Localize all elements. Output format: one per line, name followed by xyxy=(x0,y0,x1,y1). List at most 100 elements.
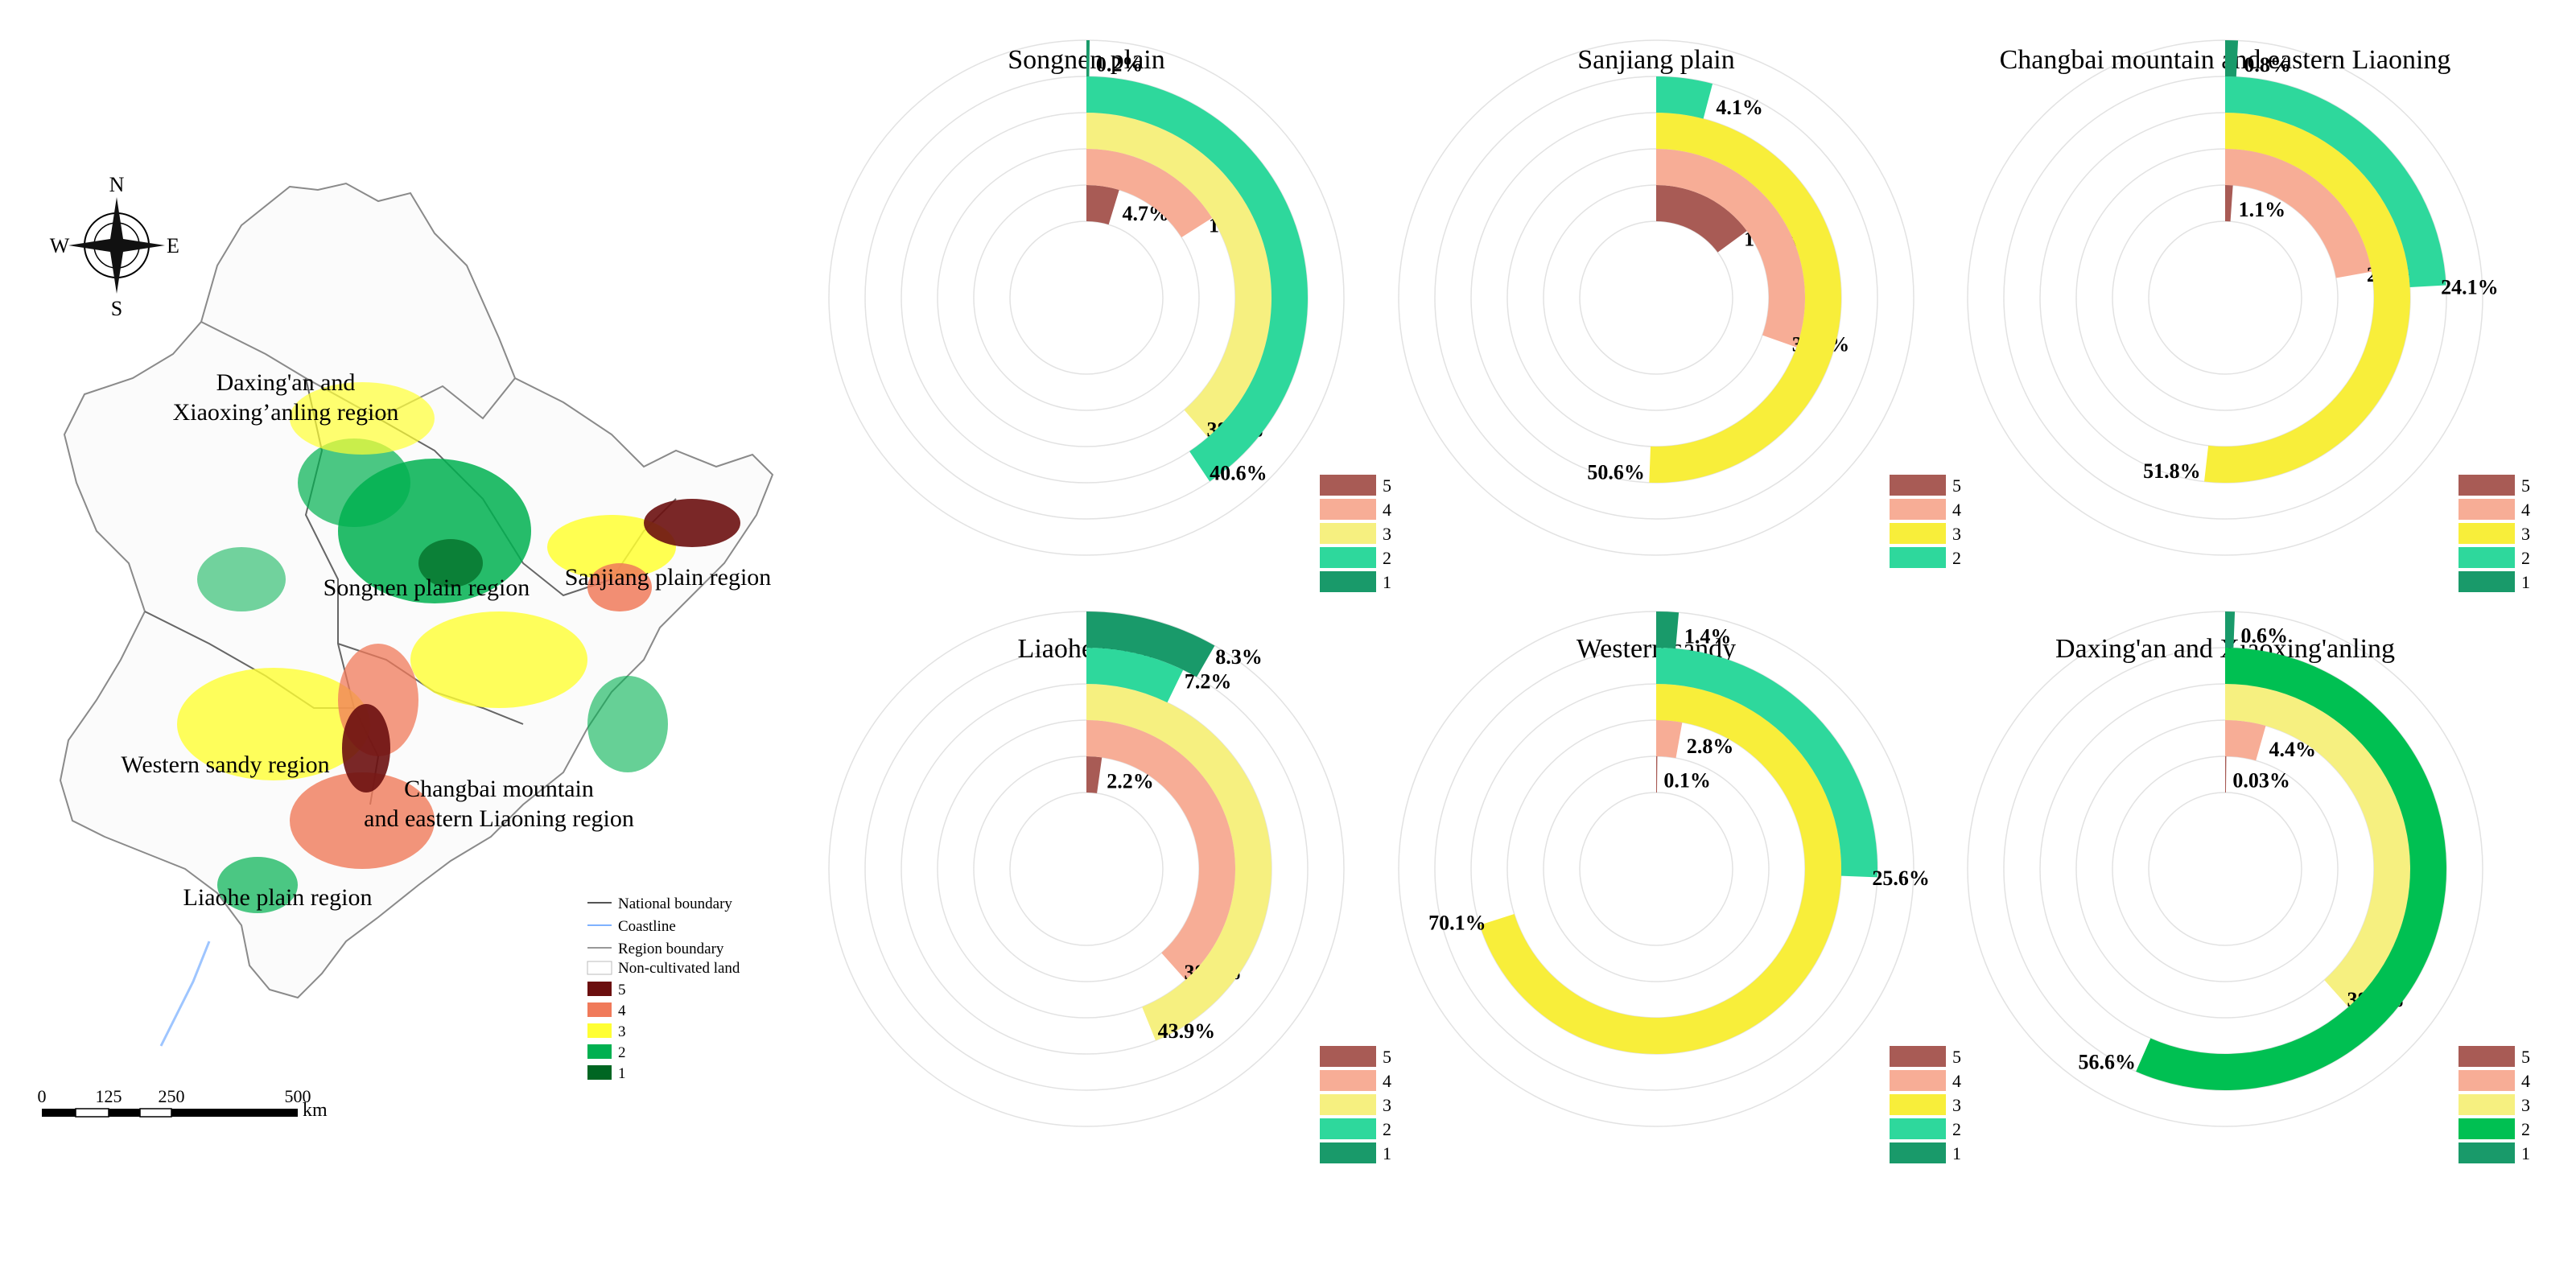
ring-bar-class-4 xyxy=(1656,720,1683,759)
legend-swatch-class-4 xyxy=(1320,499,1376,520)
legend-swatch-class-1 xyxy=(1320,571,1376,592)
legend-swatch-class-3 xyxy=(1890,1094,1946,1115)
legend-swatch-class-5 xyxy=(1890,475,1946,496)
legend-label: 5 xyxy=(1383,476,1391,496)
map-patch-class-4 xyxy=(587,563,652,611)
ring-value-label: 40.6% xyxy=(1210,461,1267,484)
ring-bar-class-1 xyxy=(2225,611,2236,648)
legend-label: 2 xyxy=(1952,548,1961,568)
legend-swatch-class-4 xyxy=(1890,1070,1946,1091)
scale-segment xyxy=(171,1109,298,1117)
legend-swatch-class-1 xyxy=(1320,1142,1376,1163)
scale-tick: 0 xyxy=(38,1086,47,1106)
ring-bar-class-3 xyxy=(2225,684,2410,1007)
map-region-labels: Daxing'an and Xiaoxing’anling region Son… xyxy=(121,369,771,911)
legend-swatch-class-4 xyxy=(1890,499,1946,520)
compass: N S E W xyxy=(50,173,179,320)
scale-segment xyxy=(139,1108,172,1118)
radial-chart: Daxing'an and Xiaoxing'anling0.03%4.4%38… xyxy=(1967,611,2530,1163)
ring-value-label: 2.8% xyxy=(1687,735,1734,758)
map-patch-class-3 xyxy=(290,382,435,455)
legend-label: 1 xyxy=(2521,572,2530,592)
legend-swatch-class-5 xyxy=(1320,1046,1376,1067)
map-patch-class-3 xyxy=(547,515,676,579)
legend-swatch-class-1 xyxy=(2459,571,2515,592)
legend-label: 2 xyxy=(2521,548,2530,568)
ring-bar-class-2 xyxy=(1656,648,1877,878)
ring-bar-class-5 xyxy=(1086,185,1119,225)
legend-swatch-class-5 xyxy=(2459,1046,2515,1067)
compass-south: S xyxy=(111,297,122,320)
map-patch-class-4 xyxy=(290,772,435,869)
ring-bar-class-1 xyxy=(1656,611,1680,649)
map-patch-class-2 xyxy=(587,676,668,772)
legend-label: 3 xyxy=(2521,1095,2530,1115)
map-patch-class-5 xyxy=(644,499,740,547)
ring-bar-class-2 xyxy=(1656,76,1713,119)
legend-label: 2 xyxy=(1383,548,1391,568)
legend-label: 4 xyxy=(1383,1071,1391,1091)
map-patch-class-3 xyxy=(410,611,587,708)
scale-segment xyxy=(42,1109,76,1117)
grid-circle xyxy=(1579,792,1733,946)
legend-swatch-class-5 xyxy=(1320,475,1376,496)
legend-label: 3 xyxy=(1383,524,1391,544)
scale-tick: 125 xyxy=(96,1086,122,1106)
compass-north: N xyxy=(109,173,125,196)
legend-swatch-noncultivated xyxy=(587,961,612,975)
region-label: Liaohe plain region xyxy=(183,884,373,911)
ring-value-label: 56.6% xyxy=(2079,1050,2137,1073)
ring-bar-class-3 xyxy=(2204,113,2411,483)
ring-bar-class-2 xyxy=(2136,648,2446,1090)
legend-swatch-class-5 xyxy=(2459,475,2515,496)
ring-value-label: 50.6% xyxy=(1587,460,1645,484)
legend-swatch-class-2 xyxy=(1890,1118,1946,1139)
ring-bar-class-4 xyxy=(2225,149,2372,278)
ring-value-label: 0.8% xyxy=(2244,53,2291,76)
legend-line-label: Non-cultivated land xyxy=(618,960,740,977)
legend-class-label: 2 xyxy=(618,1044,626,1061)
ring-value-label: 51.8% xyxy=(2143,459,2201,483)
legend-class-label: 1 xyxy=(618,1065,626,1082)
ring-bar-class-1 xyxy=(1086,611,1215,677)
legend-label: 1 xyxy=(1383,572,1391,592)
map-patch-class-5 xyxy=(342,704,390,792)
legend-swatch-class-1 xyxy=(2459,1142,2515,1163)
legend-label: 5 xyxy=(2521,1047,2530,1067)
compass-west: W xyxy=(50,234,70,257)
legend-line-label: Region boundary xyxy=(618,941,724,957)
legend-swatch-class-2 xyxy=(2459,547,2515,568)
ring-value-label: 4.1% xyxy=(1716,96,1763,119)
legend-label: 2 xyxy=(1383,1119,1391,1139)
map-patch-class-1 xyxy=(418,539,483,587)
region-label: and eastern Liaoning region xyxy=(364,805,634,832)
ring-value-label: 24.1% xyxy=(2441,275,2499,298)
ring-bar-class-5 xyxy=(1656,185,1747,253)
ring-value-label: 25.6% xyxy=(1872,867,1930,890)
legend-label: 4 xyxy=(2521,500,2530,520)
region-label: Songnen plain region xyxy=(324,574,530,601)
legend-label: 5 xyxy=(1383,1047,1391,1067)
chart-title: Sanjiang plain xyxy=(1577,45,1734,75)
ring-bar-class-4 xyxy=(1086,149,1213,237)
ring-value-label: 1.4% xyxy=(1684,625,1732,648)
scale-segment xyxy=(75,1108,109,1118)
ring-value-label: 0.6% xyxy=(2241,624,2289,648)
legend-swatch-class-1 xyxy=(1890,1142,1946,1163)
legend-swatch-class-2 xyxy=(1320,1118,1376,1139)
grid-circle xyxy=(1579,220,1733,375)
legend-swatch-class-4 xyxy=(2459,1070,2515,1091)
radial-charts: Songnen plain4.7%16%38.6%40.6%0.2%54321S… xyxy=(828,39,2530,1163)
ring-bar-class-1 xyxy=(2225,40,2239,77)
ring-bar-class-1 xyxy=(1086,40,1090,77)
grid-circle xyxy=(2148,792,2302,946)
legend-swatch-class-3 xyxy=(1890,523,1946,544)
legend-swatch-1 xyxy=(587,1065,612,1080)
legend-label: 4 xyxy=(1952,500,1961,520)
legend-swatch-class-4 xyxy=(2459,499,2515,520)
ring-value-label: 0.2% xyxy=(1096,53,1144,76)
ring-bar-class-5 xyxy=(2225,185,2233,222)
legend-label: 3 xyxy=(1952,524,1961,544)
